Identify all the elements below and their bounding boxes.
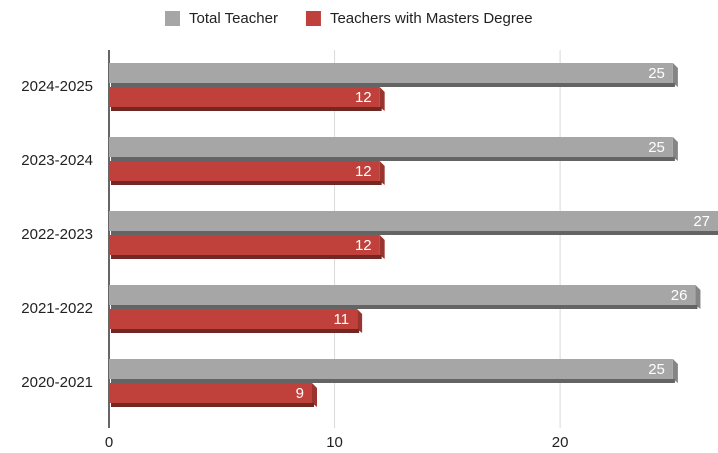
bar-bottom [111,379,675,383]
bar-side [695,285,701,309]
bar-bottom [111,329,360,333]
bar-side [672,63,678,87]
legend-label: Teachers with Masters Degree [330,10,533,27]
bar-bottom [111,83,675,87]
bar [109,285,696,305]
data-label: 25 [648,361,665,378]
bar [109,211,718,231]
legend-swatch [165,11,180,26]
y-tick-label: 2020-2021 [21,374,93,391]
bar-bottom [111,107,382,111]
data-label: 27 [693,213,710,230]
x-tick-label: 20 [552,434,569,451]
data-label: 26 [671,287,688,304]
bar-bottom [111,231,718,235]
bar-side [312,383,317,407]
bar-bottom [111,403,314,407]
data-label: 25 [648,65,665,82]
bar [109,161,380,181]
bar-side [357,309,363,333]
bar [109,235,380,255]
bar [109,383,312,403]
bar-bottom [111,255,382,259]
bar-side [672,137,678,161]
data-label: 25 [648,139,665,156]
bar [109,87,380,107]
y-tick-label: 2022-2023 [21,226,93,243]
data-label: 9 [296,385,304,402]
data-label: 11 [334,311,350,328]
y-tick-label: 2021-2022 [21,300,93,317]
bar-bottom [111,157,675,161]
bar-side [379,161,385,185]
x-tick-label: 0 [105,434,113,451]
x-tick-label: 10 [326,434,343,451]
data-label: 12 [355,237,372,254]
bar-side [379,235,385,259]
bar-side [672,359,678,383]
bar-bottom [111,305,698,309]
bar [109,63,673,83]
y-tick-label: 2024-2025 [21,78,93,95]
bar-bottom [111,181,382,185]
y-tick-label: 2023-2024 [21,152,93,169]
data-label: 12 [355,89,372,106]
bar-side [379,87,385,111]
data-label: 12 [355,163,372,180]
legend-swatch [305,11,321,26]
legend-label: Total Teacher [189,10,278,27]
bar [109,359,673,379]
bar [109,309,358,329]
bar [109,137,673,157]
